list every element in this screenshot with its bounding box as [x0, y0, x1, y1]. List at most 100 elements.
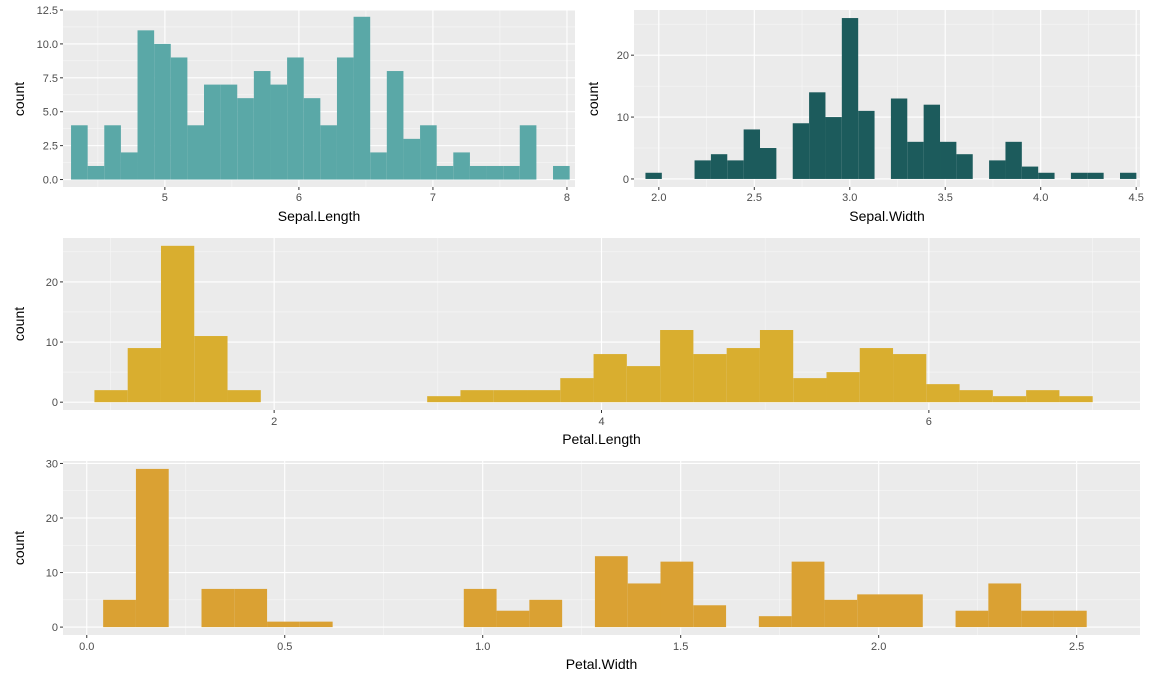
x-tick-label: 0.0 — [79, 641, 94, 653]
histogram-bar — [336, 57, 354, 180]
y-tick-label: 0 — [52, 622, 58, 634]
y-tick-label: 20 — [617, 50, 629, 62]
histogram-bar — [693, 354, 727, 403]
histogram-bar — [955, 610, 989, 628]
histogram-bar — [1070, 172, 1088, 179]
histogram-bar — [1005, 141, 1022, 179]
y-tick-label: 10 — [46, 337, 58, 349]
histogram-bar — [1038, 172, 1055, 179]
histogram-bar — [120, 152, 138, 180]
y-axis-title: count — [585, 82, 601, 116]
y-tick-label: 7.5 — [43, 73, 58, 85]
x-tick-label: 2.5 — [747, 192, 762, 204]
histogram-bar — [137, 30, 155, 180]
histogram-bar — [857, 594, 890, 628]
histogram-bar — [956, 154, 973, 179]
y-tick-label: 2.5 — [43, 141, 58, 153]
histogram-bar — [71, 125, 88, 180]
histogram-bar — [710, 154, 728, 179]
histogram-bar — [792, 123, 810, 179]
histogram-bar — [299, 621, 333, 628]
histogram-bar — [694, 160, 711, 179]
histogram-bar — [1120, 172, 1137, 179]
x-tick-label: 0.5 — [277, 641, 292, 653]
histogram-bar — [234, 588, 268, 628]
histogram-bar — [463, 588, 497, 628]
y-tick-label: 30 — [46, 458, 58, 470]
x-tick-label: 2.0 — [651, 192, 666, 204]
histogram-bar — [493, 390, 528, 403]
histogram-bar — [793, 378, 827, 403]
histogram-bar — [503, 165, 520, 180]
histogram-bar — [791, 561, 825, 628]
x-axis-title: Sepal.Length — [278, 208, 361, 224]
histogram-bar — [743, 129, 761, 179]
histogram-bar — [303, 98, 321, 180]
histogram-bar — [386, 71, 404, 180]
histogram-bar — [594, 556, 628, 628]
histogram-bar — [160, 245, 195, 403]
histogram-bar — [94, 390, 128, 403]
histogram-bar — [826, 372, 860, 403]
histogram-bar — [436, 165, 454, 180]
histogram-bar — [1021, 166, 1039, 179]
y-tick-label: 0.0 — [43, 175, 58, 187]
histogram-bar — [486, 165, 504, 180]
histogram-bar — [270, 84, 288, 180]
y-tick-label: 0 — [52, 397, 58, 409]
histogram-bar — [553, 165, 570, 180]
histogram-bar — [320, 125, 337, 180]
y-axis-title: count — [11, 531, 27, 565]
histogram-bar — [420, 125, 437, 180]
y-tick-label: 10.0 — [37, 39, 58, 51]
histogram-bar — [103, 599, 136, 628]
x-tick-label: 2.0 — [871, 641, 886, 653]
y-axis-title: count — [11, 82, 27, 116]
histogram-bar — [227, 390, 261, 403]
histogram-bar — [527, 390, 561, 403]
histogram-bar — [201, 588, 235, 628]
histogram-bar — [104, 125, 121, 180]
x-tick-label: 4.0 — [1033, 192, 1048, 204]
panel-petal-length: 2 4 6 0 10 20 Petal.Length count — [11, 238, 1140, 447]
x-tick-label: 5 — [162, 192, 168, 204]
histogram-bar — [353, 16, 371, 180]
histogram-bar — [460, 390, 494, 403]
histogram-bar — [890, 98, 908, 179]
y-tick-label: 0 — [623, 174, 629, 186]
histogram-bar — [370, 152, 387, 180]
histogram-bar — [727, 160, 744, 179]
histogram-bar — [519, 125, 537, 180]
histogram-bar — [127, 348, 161, 403]
x-tick-label: 6 — [926, 416, 932, 428]
histogram-bar — [626, 366, 661, 403]
histogram-bar — [760, 148, 777, 179]
histogram-bar — [989, 160, 1006, 179]
x-tick-label: 2.5 — [1069, 641, 1084, 653]
histogram-bar — [170, 57, 188, 180]
histogram-bar — [87, 165, 105, 180]
x-tick-label: 7 — [430, 192, 436, 204]
panel-petal-width: 0.0 0.5 1.0 1.5 2.0 2.5 0 10 20 30 Petal.Width coun… — [11, 458, 1140, 672]
panel-sepal-length: 5 6 7 8 0.0 2.5 5.0 7.5 10.0 12.5 Sepal.Length coun… — [11, 5, 575, 224]
y-tick-label: 10 — [46, 568, 58, 580]
histogram-bar — [645, 172, 662, 179]
histogram-bar — [759, 330, 794, 403]
histogram-bar — [627, 583, 661, 628]
histogram-bar — [287, 57, 304, 180]
panel-sepal-width: 2.0 2.5 3.0 3.5 4.0 4.5 0 10 20 Sepal.Width count — [585, 10, 1144, 224]
y-tick-label: 12.5 — [37, 5, 58, 17]
y-tick-label: 20 — [46, 513, 58, 525]
histogram-bar — [220, 84, 238, 180]
x-tick-label: 3.5 — [938, 192, 953, 204]
histogram-bar — [841, 18, 859, 179]
x-tick-label: 4 — [598, 416, 604, 428]
histogram-bar — [593, 354, 627, 403]
histogram-bar — [237, 98, 254, 180]
histogram-bar — [496, 610, 530, 628]
histogram-bar — [403, 138, 421, 180]
histogram-bar — [1053, 610, 1087, 628]
histogram-bar — [926, 384, 960, 403]
y-tick-label: 10 — [617, 112, 629, 124]
